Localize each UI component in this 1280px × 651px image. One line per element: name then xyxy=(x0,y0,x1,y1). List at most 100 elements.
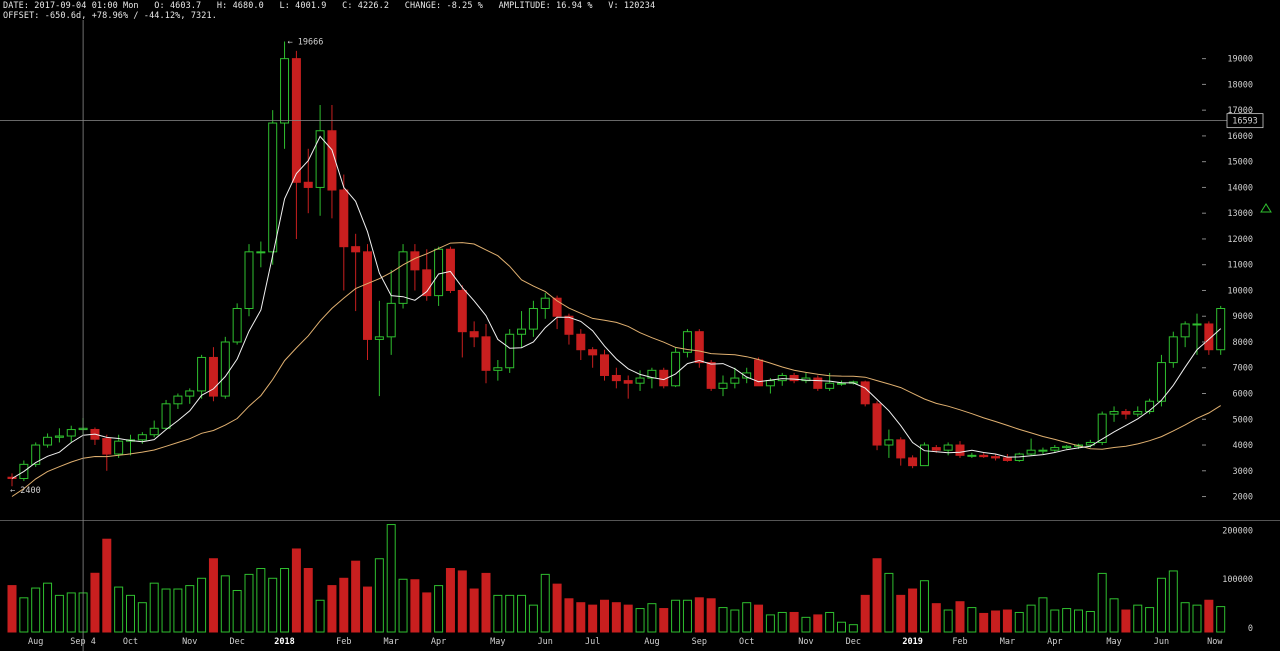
ma-long-line xyxy=(11,242,1221,497)
candle-body xyxy=(588,349,598,356)
volume-bar xyxy=(813,614,823,633)
candle-body xyxy=(517,328,527,335)
moving-averages xyxy=(11,135,1222,497)
volume-bar xyxy=(908,588,918,633)
volume-bar xyxy=(410,579,420,633)
volume-bar xyxy=(647,603,657,633)
x-tick-label: Mar xyxy=(384,637,399,647)
volume-bar xyxy=(991,610,1001,633)
candle-body xyxy=(1156,362,1166,402)
volume-bar xyxy=(149,582,159,633)
candle-body xyxy=(528,308,538,330)
candle-body xyxy=(1002,457,1012,461)
x-tick-label: Aug xyxy=(28,637,43,647)
candle-body xyxy=(1109,411,1119,415)
crosshair: 16593 xyxy=(0,20,1264,651)
volume-bar xyxy=(1062,608,1072,633)
volume-bar xyxy=(303,568,313,633)
volume-bar xyxy=(102,538,112,633)
volume-bar xyxy=(967,607,977,633)
volume-bar xyxy=(457,570,467,633)
candle-body xyxy=(908,457,918,467)
candle-body xyxy=(161,403,171,429)
candle-body xyxy=(256,251,266,254)
candle-body xyxy=(445,248,455,291)
volume-bar xyxy=(825,611,835,633)
volume-bar xyxy=(777,611,787,633)
volume-bar xyxy=(1038,597,1048,633)
candle-body xyxy=(576,333,586,351)
volume-bar xyxy=(505,594,515,633)
volume-bar xyxy=(1180,602,1190,633)
volume-bar xyxy=(1109,598,1119,633)
volume-bar xyxy=(481,572,491,633)
candle-body xyxy=(268,122,278,253)
candle-body xyxy=(777,374,787,382)
x-tick-label: Jun xyxy=(538,637,553,647)
volume-bar xyxy=(114,586,124,633)
volume-bar xyxy=(1216,606,1226,633)
volume-bar xyxy=(31,587,41,633)
volume-bar xyxy=(742,602,752,633)
candle-body xyxy=(979,454,989,458)
volume-bar xyxy=(931,603,941,633)
candle-body xyxy=(244,251,254,310)
volume-bar xyxy=(398,578,408,633)
volume-bar xyxy=(315,599,325,633)
y-tick-label: 7000 xyxy=(1233,364,1253,374)
volume-bar xyxy=(185,585,195,633)
candle-body xyxy=(208,356,218,397)
y-tick-label: 19000 xyxy=(1227,55,1253,65)
ma-short-line xyxy=(11,135,1222,479)
x-tick-label: Oct xyxy=(739,637,754,647)
candle-body xyxy=(552,297,562,317)
volume-bar xyxy=(363,586,372,633)
candle-body xyxy=(327,130,337,191)
volume-bar xyxy=(19,597,29,633)
candle-body xyxy=(232,308,242,343)
volume-bar xyxy=(1168,570,1178,633)
axes: 2000 3000 4000 5000 6000 7000 8000 9000 10000 110… xyxy=(0,55,1280,647)
volume-bar xyxy=(540,573,550,633)
x-tick-label: May xyxy=(490,637,505,647)
low-annotation: ← 2400 xyxy=(10,486,41,496)
volume-bar xyxy=(90,572,100,633)
x-tick-label: Dec xyxy=(846,637,861,647)
candle-body xyxy=(374,336,384,340)
volume-bar xyxy=(860,594,870,633)
candle-body xyxy=(813,377,823,389)
candle-body xyxy=(422,269,432,297)
volume-bar xyxy=(1050,609,1060,633)
volume-bar xyxy=(280,568,290,633)
volume-bar xyxy=(765,614,775,633)
volume-bar xyxy=(1074,609,1083,633)
candle-body xyxy=(434,248,444,297)
volume-bar xyxy=(682,599,692,633)
volume-bar xyxy=(588,604,598,633)
candle-body xyxy=(647,369,657,379)
candle-body xyxy=(137,434,147,441)
price-candles xyxy=(7,41,1226,487)
candle-body xyxy=(682,331,692,353)
volume-bar xyxy=(517,594,527,633)
x-tick-label: 2019 xyxy=(902,637,922,647)
offset-info-line: OFFSET: -650.6d, +78.96% / -44.12%, 7321… xyxy=(3,11,217,21)
candle-body xyxy=(1026,449,1036,455)
volume-bar xyxy=(434,585,444,633)
candle-body xyxy=(1180,323,1190,338)
candle-body xyxy=(197,356,207,392)
candle-body xyxy=(457,289,467,333)
candle-body xyxy=(718,382,728,389)
candle-body xyxy=(505,333,515,369)
volume-bar xyxy=(837,621,846,633)
candle-body xyxy=(789,374,799,382)
volume-bar xyxy=(351,560,361,633)
x-tick-label: Sep xyxy=(692,637,707,647)
volume-bar xyxy=(54,594,64,633)
x-tick-label: 2018 xyxy=(274,637,294,647)
volume-bar xyxy=(1121,609,1131,633)
candle-body xyxy=(706,362,716,389)
candle-body xyxy=(493,367,503,371)
